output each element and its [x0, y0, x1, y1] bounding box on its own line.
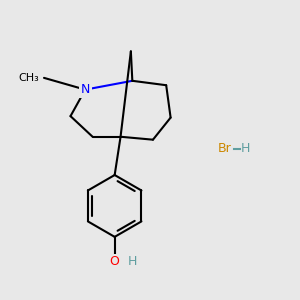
Text: Br: Br: [218, 142, 232, 155]
Text: H: H: [128, 255, 137, 268]
Text: CH₃: CH₃: [19, 73, 40, 83]
Text: O: O: [110, 255, 120, 268]
Text: N: N: [80, 83, 90, 96]
Text: H: H: [241, 142, 250, 155]
